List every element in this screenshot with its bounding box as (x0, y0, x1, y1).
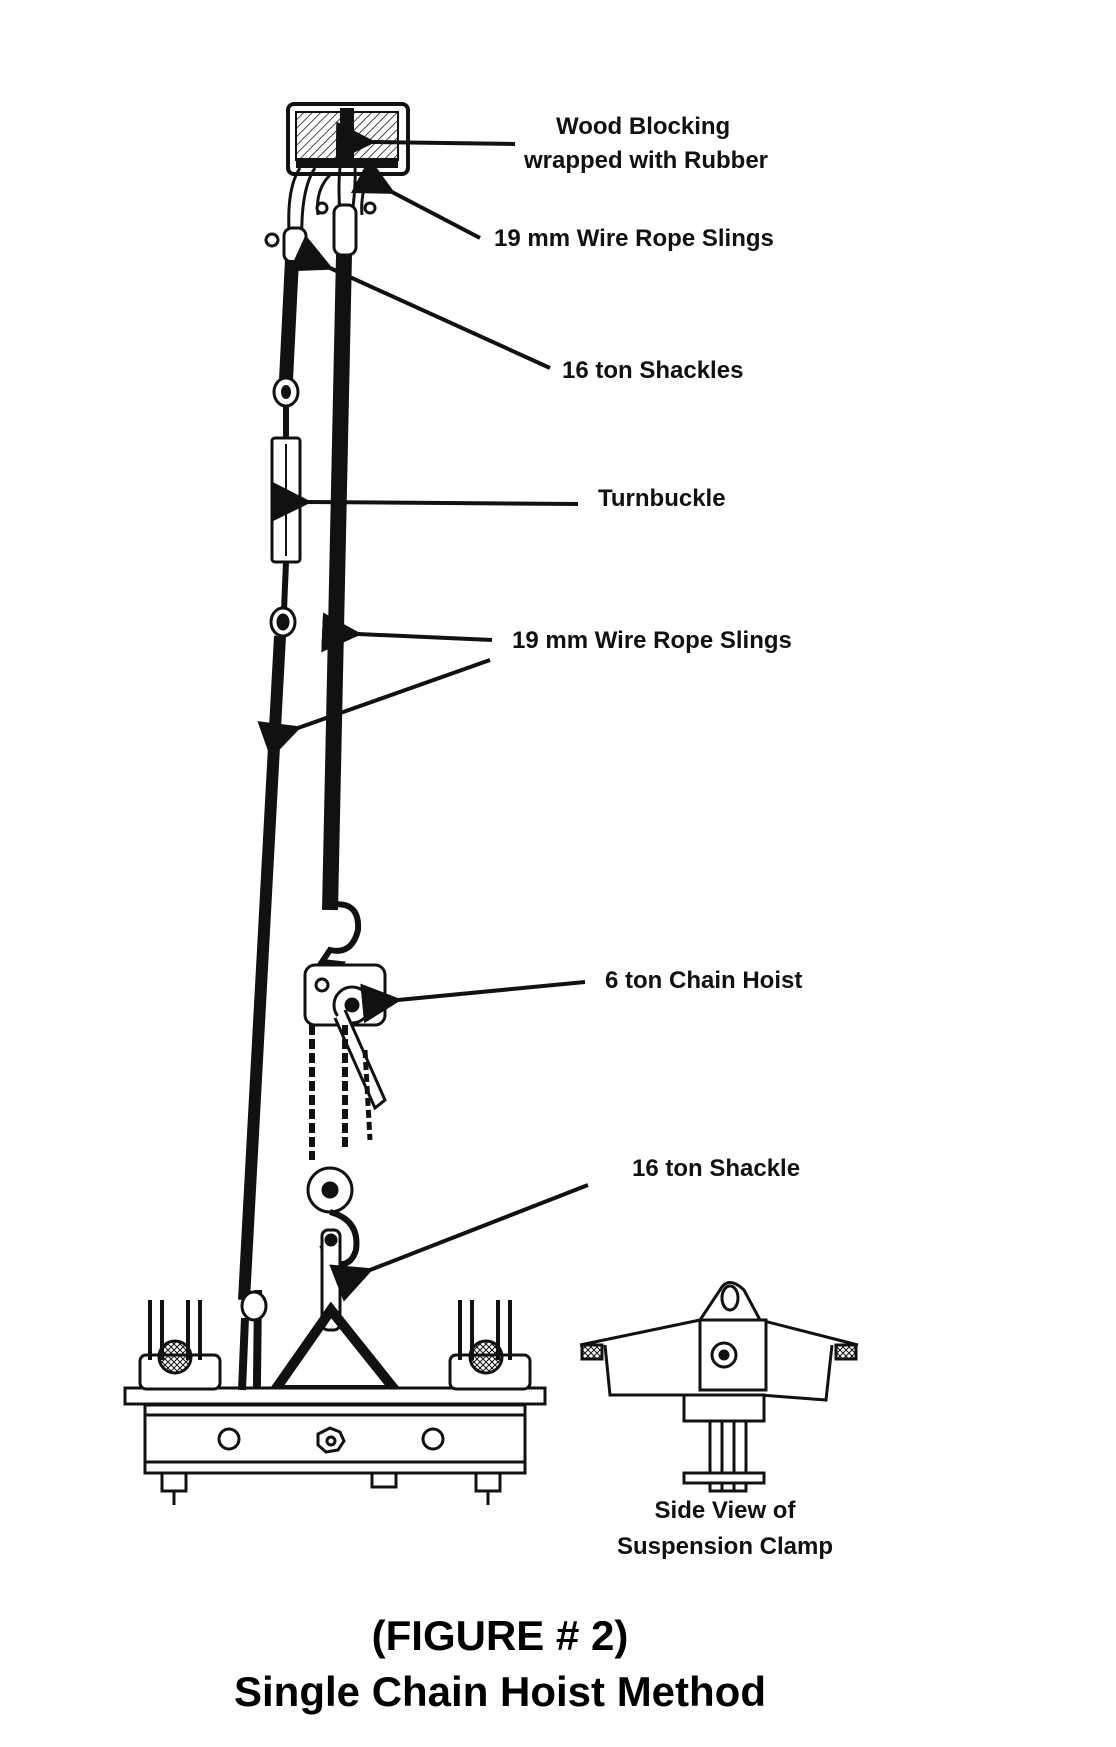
turnbuckle-part (269, 436, 302, 638)
base-assembly (123, 1290, 547, 1505)
label-wire-rope-slings-mid: 19 mm Wire Rope Slings (512, 627, 792, 654)
top-shackles (264, 201, 377, 264)
arrow-16-ton-shackles (288, 234, 551, 370)
arrow-turnbuckle (271, 481, 579, 522)
label-turnbuckle: Turnbuckle (598, 485, 726, 512)
left-sling-lower (238, 635, 286, 1471)
label-side-view-line1: Side View of (654, 1497, 796, 1524)
arrow-wire-rope-mid-left (257, 658, 491, 759)
arrow-chain-hoist (360, 980, 586, 1024)
label-side-view-line2: Suspension Clamp (616, 1533, 834, 1560)
suspension-clamp-side-view (579, 1281, 859, 1493)
label-16-ton-shackles: 16 ton Shackles (562, 357, 744, 384)
callout-arrows (257, 121, 589, 1302)
arrow-wire-rope-top (350, 157, 481, 240)
chain-hoist-part (303, 901, 387, 1214)
arrow-16-ton-shackle (329, 1183, 589, 1302)
label-wire-rope-slings-top: 19 mm Wire Rope Slings (494, 225, 774, 252)
figure-number: (FIGURE # 2) (371, 1612, 629, 1659)
right-sling (322, 254, 352, 911)
left-sling-upper (272, 259, 300, 438)
label-wood-blocking-line1: Wood Blocking (556, 113, 731, 140)
figure-title: Single Chain Hoist Method (234, 1668, 766, 1715)
arrow-wire-rope-mid-right (321, 612, 493, 653)
label-16-ton-shackle: 16 ton Shackle (632, 1155, 801, 1182)
bottom-shackle-part (265, 1209, 406, 1395)
label-wood-blocking-line2: wrapped with Rubber (524, 147, 769, 174)
overhead-beam (286, 102, 410, 176)
label-6-ton-chain-hoist: 6 ton Chain Hoist (605, 967, 803, 994)
arrow-wood-blocking (335, 121, 516, 162)
